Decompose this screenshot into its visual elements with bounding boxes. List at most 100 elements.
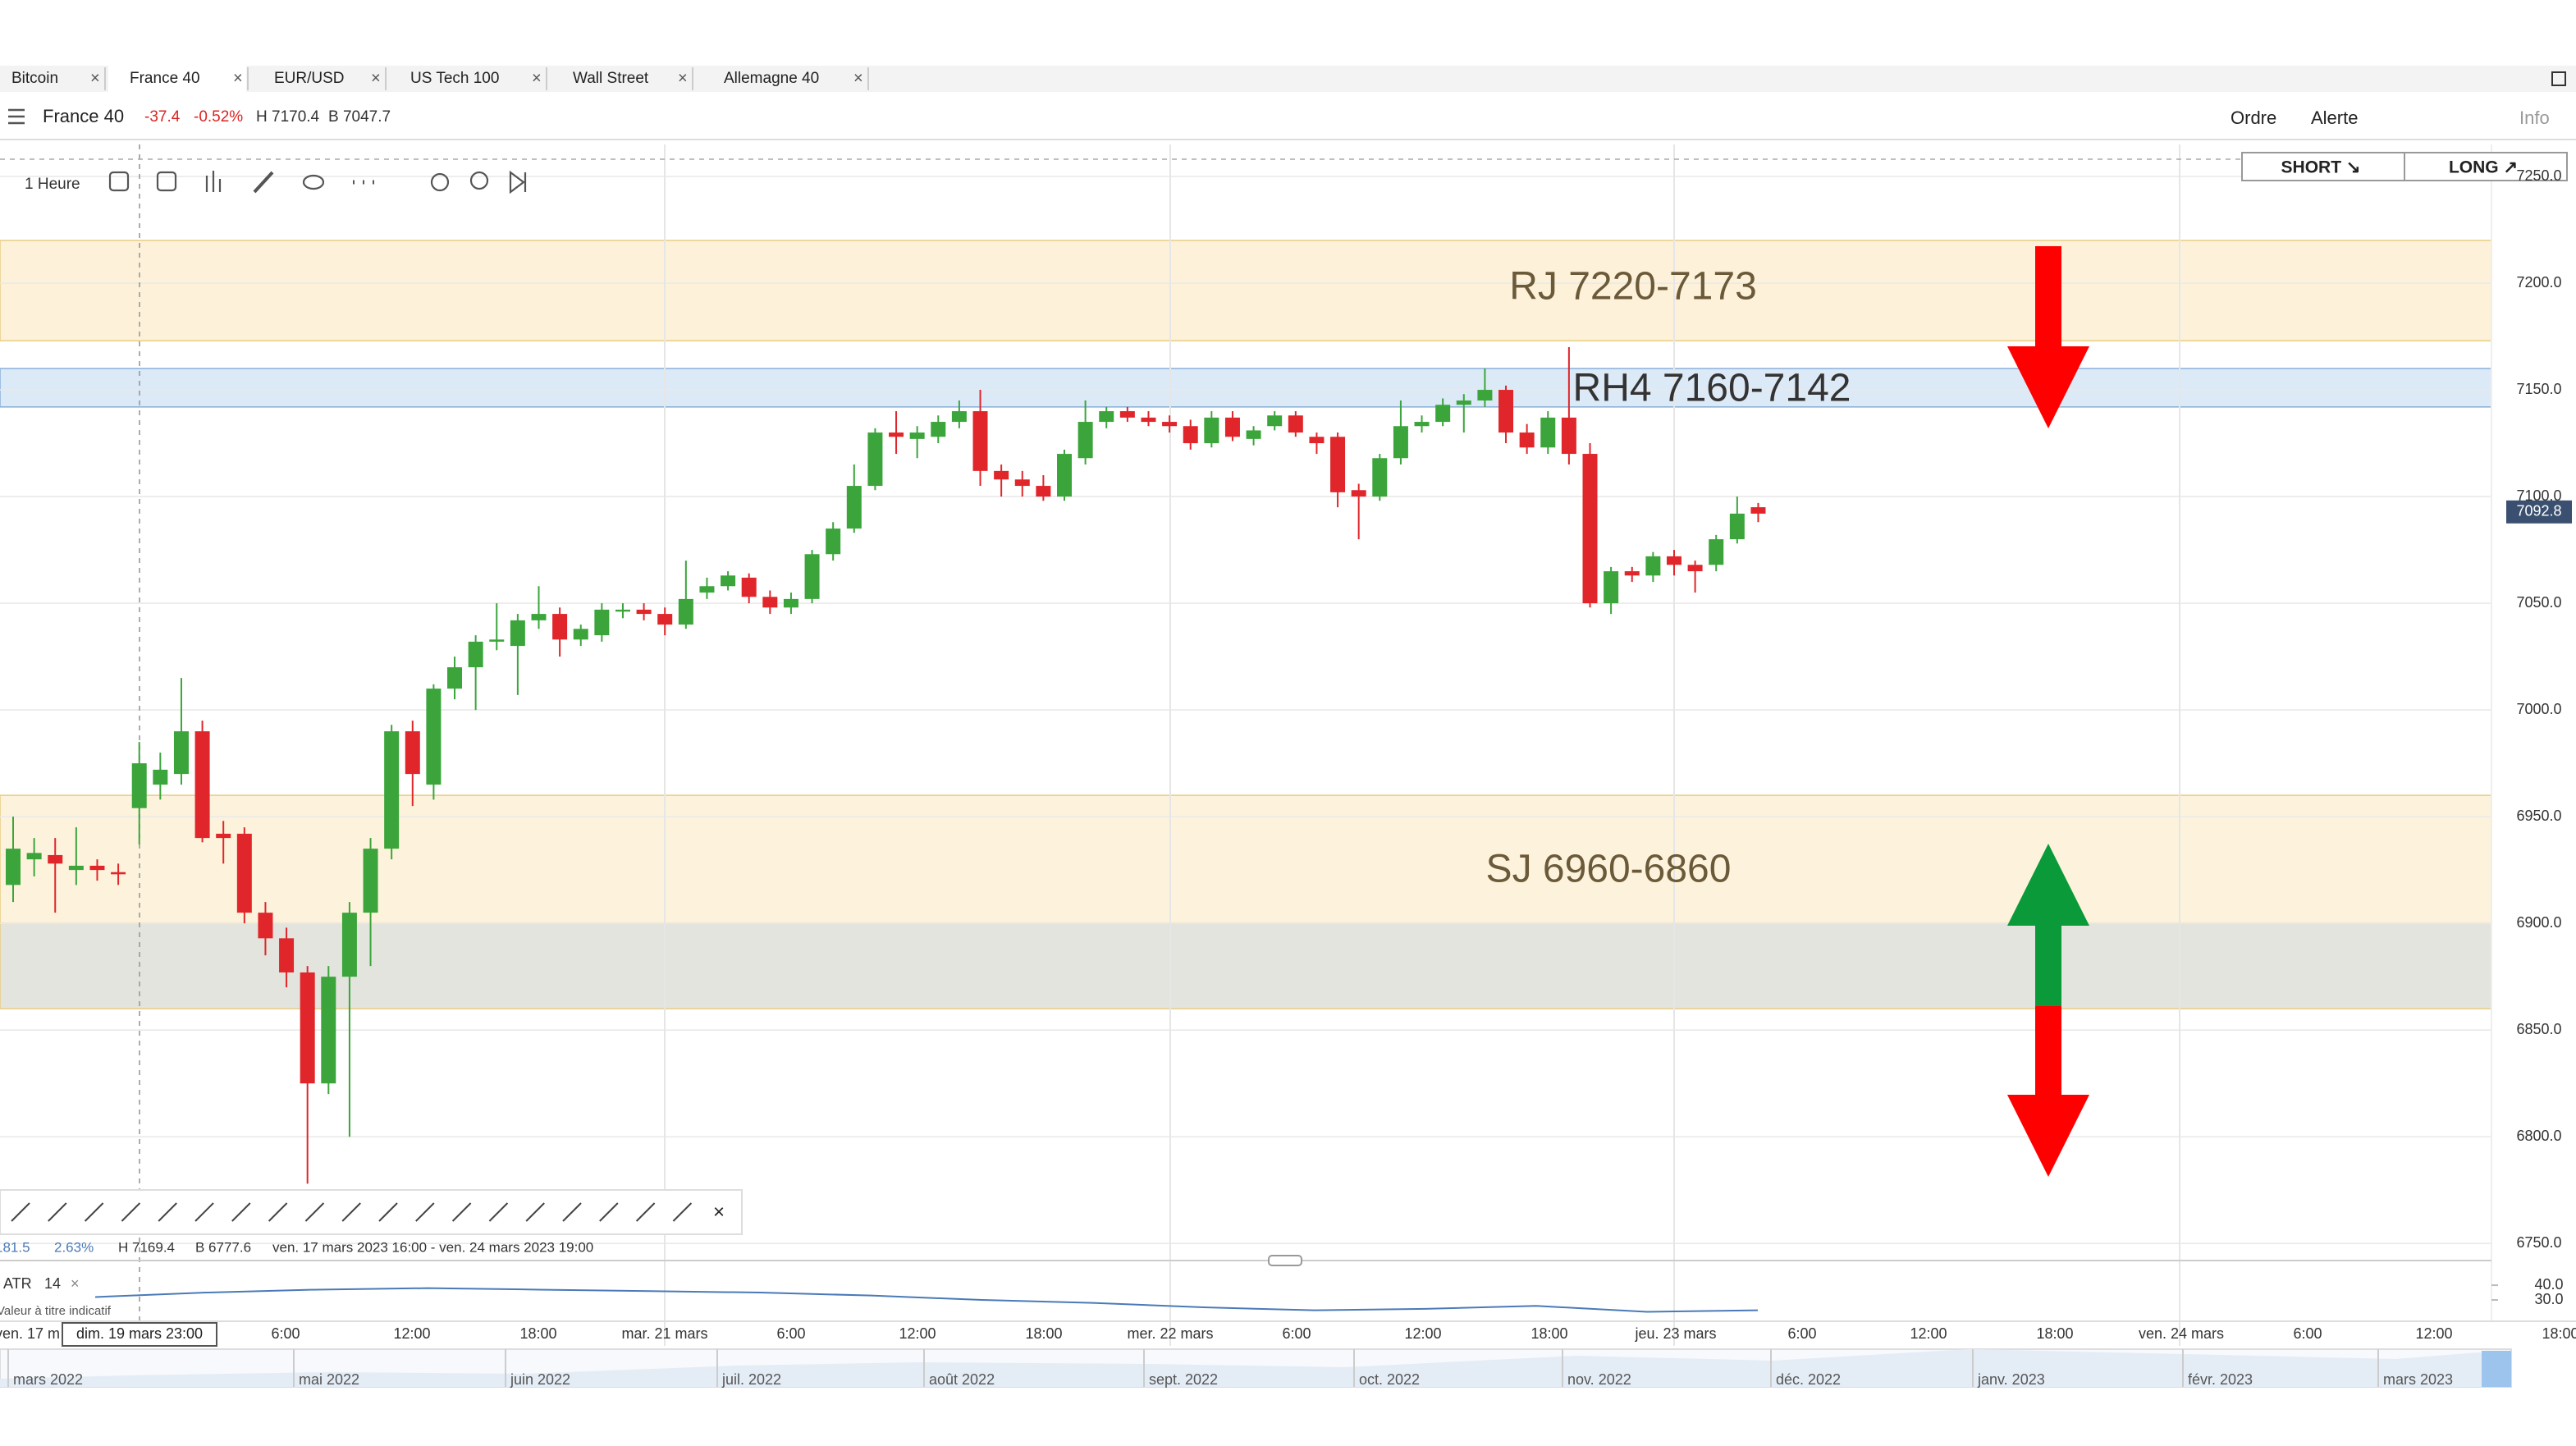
- drawing-tool[interactable]: [84, 1202, 104, 1222]
- footer-low: B 6777.6: [195, 1239, 251, 1255]
- candle-body: [1267, 415, 1283, 427]
- tab-label[interactable]: Wall Street: [573, 70, 649, 87]
- menu-item[interactable]: Info: [2519, 108, 2550, 128]
- drawing-tool[interactable]: [341, 1202, 361, 1222]
- navigator-label: janv. 2023: [1977, 1371, 2045, 1388]
- menu-item[interactable]: Alerte: [2311, 108, 2358, 128]
- x-tick-label: 6:00: [271, 1325, 300, 1342]
- navigator-label: août 2022: [929, 1371, 995, 1388]
- y-tick-label: 7200.0: [2516, 274, 2561, 291]
- footer-change-pct: 2.63%: [54, 1239, 94, 1255]
- tab-close[interactable]: ×: [90, 69, 100, 87]
- x-tick-label: 6:00: [1787, 1325, 1816, 1342]
- y-tick-label: 6850.0: [2516, 1021, 2561, 1037]
- tool-icon[interactable]: [302, 174, 325, 190]
- navigator-label: févr. 2023: [2188, 1371, 2253, 1388]
- candle-body: [804, 554, 820, 599]
- arrow-shaft: [2035, 922, 2061, 1006]
- candle-body: [447, 667, 463, 689]
- chart-toolbar: [108, 170, 527, 194]
- candle-body: [1414, 422, 1430, 427]
- tab-close[interactable]: ×: [371, 69, 381, 87]
- drawing-tool[interactable]: [378, 1202, 398, 1222]
- candle-body: [68, 865, 84, 871]
- tab-label[interactable]: US Tech 100: [410, 70, 499, 87]
- x-tick-label: ven. 24 mars: [2139, 1325, 2224, 1342]
- candle-body: [1456, 400, 1471, 405]
- candle-body: [279, 938, 295, 972]
- tab-close[interactable]: ×: [853, 69, 863, 87]
- drawing-tool[interactable]: [304, 1202, 325, 1222]
- candle-body: [826, 529, 841, 555]
- drawing-tool[interactable]: [451, 1202, 472, 1222]
- drawing-tool[interactable]: [599, 1202, 619, 1222]
- arrow-head: [2007, 1095, 2089, 1177]
- zone: [0, 240, 2492, 342]
- candle-body: [762, 597, 778, 608]
- candle-body: [636, 609, 652, 615]
- candle-body: [1519, 432, 1535, 448]
- drawing-tool[interactable]: [562, 1202, 582, 1222]
- candle-body: [889, 432, 904, 437]
- y-tick-label: 7150.0: [2516, 381, 2561, 397]
- x-tick-label: 18:00: [2542, 1325, 2576, 1342]
- long-button[interactable]: [2404, 152, 2568, 181]
- candle-body: [1687, 565, 1703, 572]
- drawing-tool[interactable]: [231, 1202, 251, 1222]
- candle-body: [1330, 437, 1346, 492]
- tool-icon[interactable]: [509, 170, 527, 194]
- candle-body: [6, 849, 21, 885]
- drawing-tool-close[interactable]: ×: [713, 1201, 725, 1223]
- candle-body: [216, 833, 231, 839]
- candle-body: [699, 586, 715, 593]
- candle-body: [489, 639, 505, 642]
- candle-body: [1162, 422, 1178, 427]
- tab-label[interactable]: Bitcoin: [11, 70, 58, 87]
- menu-item[interactable]: Ordre: [2231, 108, 2276, 128]
- indicator-close[interactable]: ×: [71, 1275, 80, 1292]
- candle-body: [1288, 415, 1303, 433]
- tool-icon[interactable]: [156, 171, 177, 192]
- timeframe[interactable]: 1 Heure: [25, 176, 80, 193]
- drawing-tool[interactable]: [48, 1202, 67, 1222]
- tab-close[interactable]: ×: [532, 69, 542, 87]
- change: -37.4: [144, 108, 181, 126]
- tab-close[interactable]: ×: [233, 69, 243, 87]
- indicator-period: 14: [44, 1275, 61, 1292]
- restore-icon[interactable]: [2551, 71, 2566, 86]
- candle-body: [1750, 507, 1766, 514]
- candle-body: [48, 854, 63, 864]
- candle-body: [341, 913, 357, 977]
- drawing-tool[interactable]: [11, 1202, 30, 1222]
- hamburger[interactable]: [8, 108, 25, 125]
- drawing-tool[interactable]: [672, 1202, 693, 1222]
- drawing-tool[interactable]: [121, 1202, 141, 1222]
- drawing-tool[interactable]: [158, 1202, 177, 1222]
- panel-handle[interactable]: [1268, 1255, 1302, 1266]
- drawing-tool[interactable]: [268, 1202, 288, 1222]
- drawing-tool[interactable]: [488, 1202, 509, 1222]
- tool-icon[interactable]: [469, 171, 489, 190]
- candle-body: [426, 689, 442, 785]
- candle-body: [1057, 454, 1072, 497]
- drawing-tool[interactable]: [635, 1202, 656, 1222]
- tab-close[interactable]: ×: [678, 69, 688, 87]
- x-tick-label: 6:00: [1282, 1325, 1311, 1342]
- tool-icon[interactable]: [430, 172, 450, 192]
- tool-icon[interactable]: [253, 171, 274, 194]
- navigator-window[interactable]: [2482, 1351, 2511, 1387]
- drawing-tool[interactable]: [525, 1202, 545, 1222]
- candle-body: [1224, 417, 1240, 437]
- tool-icon[interactable]: [108, 171, 130, 192]
- tab-label[interactable]: EUR/USD: [274, 70, 345, 87]
- candle-body: [1582, 454, 1598, 604]
- tool-icon[interactable]: [205, 171, 222, 192]
- drawing-tool[interactable]: [194, 1202, 214, 1222]
- navigator-area: [0, 1349, 2511, 1387]
- footer-range: ven. 17 mars 2023 16:00 - ven. 24 mars 2…: [272, 1239, 593, 1255]
- drawing-tool[interactable]: [415, 1202, 435, 1222]
- tab-label[interactable]: France 40: [130, 70, 200, 87]
- x-tick-label: 12:00: [1910, 1325, 1947, 1342]
- tab-label[interactable]: Allemagne 40: [724, 70, 819, 87]
